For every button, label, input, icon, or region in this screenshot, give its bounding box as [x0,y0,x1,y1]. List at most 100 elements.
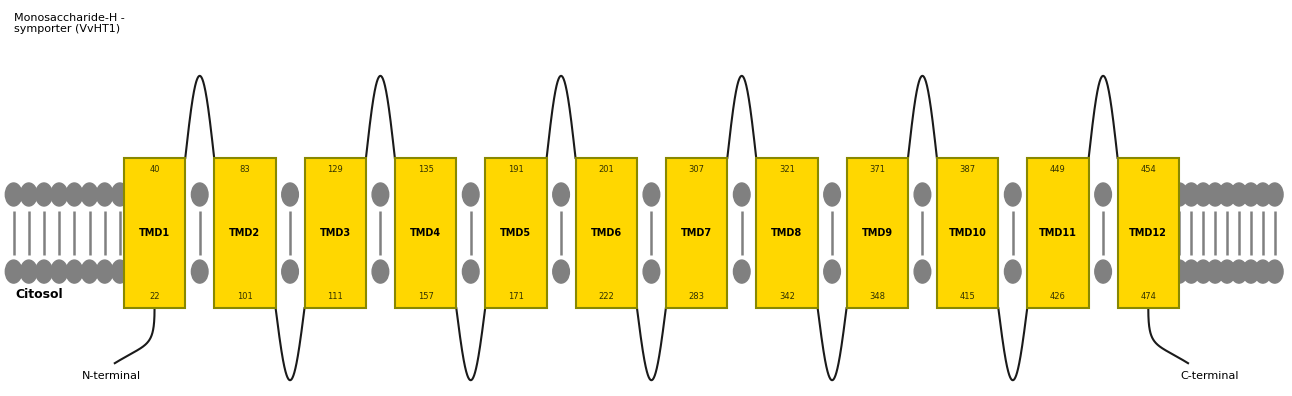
Circle shape [372,183,389,206]
Circle shape [1207,260,1224,283]
Text: 157: 157 [417,292,434,301]
Circle shape [1218,260,1235,283]
Text: 135: 135 [417,165,434,174]
Text: 415: 415 [960,292,975,301]
Text: 348: 348 [870,292,885,301]
FancyBboxPatch shape [1027,158,1089,308]
Circle shape [1183,260,1199,283]
Text: 191: 191 [508,165,523,174]
Text: N-terminal: N-terminal [81,371,141,381]
Circle shape [463,260,479,283]
FancyBboxPatch shape [395,158,456,308]
Text: 321: 321 [779,165,795,174]
Circle shape [36,183,52,206]
Circle shape [282,183,298,206]
Text: 371: 371 [870,165,885,174]
Circle shape [1183,183,1199,206]
Circle shape [1231,260,1247,283]
FancyBboxPatch shape [756,158,818,308]
Circle shape [1243,183,1260,206]
Circle shape [1266,260,1283,283]
Text: 129: 129 [327,165,344,174]
Text: 307: 307 [689,165,704,174]
Circle shape [1231,183,1247,206]
Text: TMD7: TMD7 [681,228,712,238]
Circle shape [97,260,112,283]
Text: TMD1: TMD1 [140,228,171,238]
FancyBboxPatch shape [1118,158,1180,308]
Circle shape [191,183,208,206]
Circle shape [643,183,660,206]
Circle shape [50,183,67,206]
Circle shape [1004,260,1021,283]
Circle shape [21,183,37,206]
Text: 454: 454 [1141,165,1156,174]
FancyBboxPatch shape [124,158,185,308]
Text: TMD2: TMD2 [229,228,261,238]
Circle shape [1218,183,1235,206]
Circle shape [463,183,479,206]
Circle shape [824,183,840,206]
Circle shape [553,260,570,283]
FancyBboxPatch shape [575,158,637,308]
Circle shape [915,260,930,283]
Text: TMD3: TMD3 [319,228,351,238]
Text: 171: 171 [508,292,523,301]
Circle shape [372,260,389,283]
Text: 22: 22 [150,292,160,301]
Circle shape [81,183,98,206]
Text: TMD5: TMD5 [500,228,531,238]
Circle shape [1094,260,1111,283]
Text: TMD8: TMD8 [771,228,802,238]
Circle shape [915,183,930,206]
Text: 83: 83 [239,165,251,174]
Text: 474: 474 [1141,292,1156,301]
Text: 40: 40 [150,165,160,174]
Text: 222: 222 [598,292,614,301]
Text: 449: 449 [1050,165,1066,174]
Circle shape [5,260,22,283]
Circle shape [734,183,751,206]
Text: 426: 426 [1050,292,1066,301]
FancyBboxPatch shape [305,158,366,308]
Text: 387: 387 [960,165,975,174]
Text: C-terminal: C-terminal [1181,371,1239,381]
Circle shape [36,260,52,283]
Circle shape [97,183,112,206]
Text: Monosaccharide-H -
symporter (VvHT1): Monosaccharide-H - symporter (VvHT1) [14,13,124,34]
Circle shape [643,260,660,283]
Circle shape [824,260,840,283]
FancyBboxPatch shape [937,158,999,308]
Circle shape [282,260,298,283]
FancyBboxPatch shape [214,158,275,308]
Circle shape [5,183,22,206]
Circle shape [191,260,208,283]
Text: TMD9: TMD9 [862,228,893,238]
Text: TMD11: TMD11 [1039,228,1078,238]
Text: TMD10: TMD10 [948,228,987,238]
Text: TMD4: TMD4 [410,228,441,238]
Text: 342: 342 [779,292,795,301]
Circle shape [21,260,37,283]
Text: TMD12: TMD12 [1129,228,1167,238]
Circle shape [1171,183,1187,206]
Circle shape [81,260,98,283]
Circle shape [1004,183,1021,206]
Text: TMD6: TMD6 [590,228,621,238]
Circle shape [50,260,67,283]
Circle shape [1243,260,1260,283]
Circle shape [734,260,751,283]
Text: 111: 111 [327,292,344,301]
Circle shape [1255,260,1271,283]
Text: 201: 201 [598,165,614,174]
Circle shape [111,260,128,283]
Circle shape [1094,183,1111,206]
Text: 101: 101 [236,292,253,301]
Circle shape [1195,183,1212,206]
Circle shape [1255,183,1271,206]
Circle shape [1171,260,1187,283]
Circle shape [1207,183,1224,206]
Circle shape [111,183,128,206]
Circle shape [553,183,570,206]
Circle shape [66,183,83,206]
